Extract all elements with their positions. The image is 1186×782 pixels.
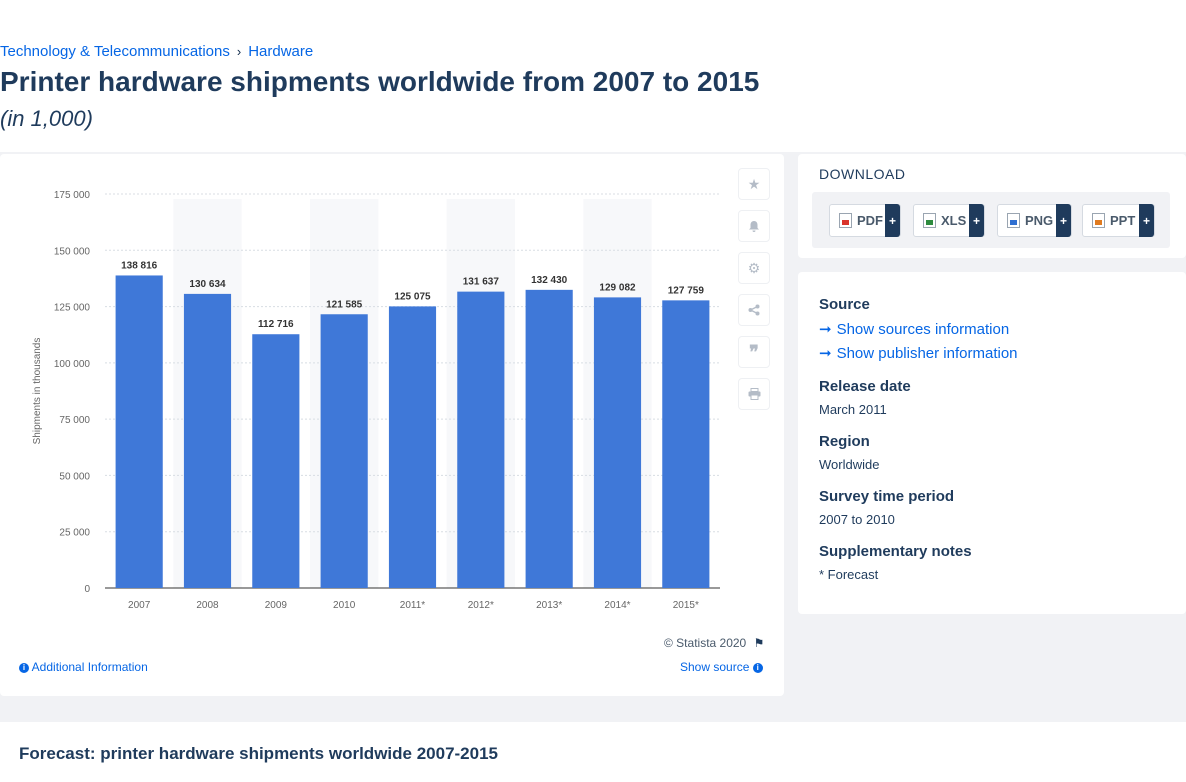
show-sources-label: Show sources information <box>836 321 1010 338</box>
bell-icon[interactable] <box>738 210 770 242</box>
release-date-value: March 2011 <box>819 402 887 417</box>
description-card: Forecast: printer hardware shipments wor… <box>0 722 1186 782</box>
breadcrumb: Technology & Telecommunications › Hardwa… <box>0 43 313 60</box>
data-label: 129 082 <box>599 282 636 293</box>
png-file-icon <box>1007 213 1020 228</box>
data-label: 131 637 <box>463 277 500 288</box>
show-sources-link[interactable]: ➞ Show sources information <box>819 320 1009 338</box>
y-tick-label: 175 000 <box>54 190 91 201</box>
show-publisher-label: Show publisher information <box>836 345 1018 362</box>
copyright-text: © Statista 2020 <box>664 636 747 650</box>
y-tick-label: 0 <box>84 584 90 595</box>
download-xls-button[interactable]: XLS + <box>913 204 985 237</box>
additional-information-label: Additional Information <box>31 660 148 674</box>
x-tick-label: 2012* <box>468 600 494 611</box>
x-tick-label: 2013* <box>536 600 562 611</box>
top-navigation-bar <box>0 0 1186 40</box>
download-png-button[interactable]: PNG + <box>997 204 1072 237</box>
statistic-details-card: Source ➞ Show sources information ➞ Show p… <box>798 272 1186 614</box>
bar[interactable] <box>320 314 368 588</box>
plus-icon: + <box>969 204 984 237</box>
description-title: Forecast: printer hardware shipments wor… <box>19 744 498 763</box>
plus-icon: + <box>885 204 900 237</box>
download-card: DOWNLOAD PDF + XLS + PNG + PPT + <box>798 154 1186 258</box>
arrow-right-icon: ➞ <box>819 345 832 362</box>
region-value: Worldwide <box>819 457 880 472</box>
page-title: Printer hardware shipments worldwide fro… <box>0 66 760 97</box>
bar-chart: 0 25 000 50 000 75 000 100 000 125 000 150 000… <box>32 190 720 611</box>
y-tick-label: 50 000 <box>59 471 90 482</box>
survey-period-heading: Survey time period <box>819 488 955 505</box>
chevron-right-icon: › <box>236 44 242 59</box>
source-heading: Source <box>819 296 870 313</box>
plus-icon: + <box>1056 204 1071 237</box>
supplementary-notes-heading: Supplementary notes <box>819 543 972 560</box>
download-buttons: PDF + XLS + PNG + PPT + <box>812 192 1170 248</box>
data-label: 138 816 <box>121 260 158 271</box>
data-label: 121 585 <box>326 299 363 310</box>
download-pdf-label: PDF <box>857 213 883 228</box>
copyright-note: © Statista 2020 ⚑ <box>664 636 764 650</box>
star-icon[interactable]: ★ <box>738 168 770 200</box>
data-label: 132 430 <box>531 275 568 286</box>
bar[interactable] <box>115 275 163 588</box>
bar[interactable] <box>457 291 505 588</box>
survey-period-value: 2007 to 2010 <box>819 512 895 527</box>
plus-icon: + <box>1139 204 1154 237</box>
y-tick-label: 25 000 <box>59 528 90 539</box>
arrow-right-icon: ➞ <box>819 321 832 338</box>
data-label: 130 634 <box>189 279 226 290</box>
supplementary-notes-value: * Forecast <box>819 567 879 582</box>
xls-file-icon <box>923 213 936 228</box>
data-label: 125 075 <box>394 291 431 302</box>
breadcrumb-link-category[interactable]: Technology & Telecommunications <box>0 43 230 60</box>
chart-toolbar: ★ ⚙ ❞ <box>738 168 772 420</box>
download-ppt-button[interactable]: PPT + <box>1082 204 1155 237</box>
bar[interactable] <box>525 289 573 588</box>
flag-icon[interactable]: ⚑ <box>753 636 765 650</box>
page-subtitle: (in 1,000) <box>0 106 93 131</box>
info-icon: i <box>19 662 29 673</box>
breadcrumb-link-subcategory[interactable]: Hardware <box>248 43 314 60</box>
chart-card: 0 25 000 50 000 75 000 100 000 125 000 150 000… <box>0 154 784 696</box>
gear-icon[interactable]: ⚙ <box>738 252 770 284</box>
download-title: DOWNLOAD <box>819 166 906 182</box>
ppt-file-icon <box>1092 213 1105 228</box>
show-source-label: Show source <box>680 660 750 674</box>
share-icon[interactable] <box>738 294 770 326</box>
bar[interactable] <box>662 300 710 588</box>
bar[interactable] <box>593 297 642 588</box>
x-tick-label: 2010 <box>333 600 356 611</box>
x-tick-label: 2009 <box>265 600 288 611</box>
region-heading: Region <box>819 433 870 450</box>
download-xls-label: XLS <box>941 213 967 228</box>
x-tick-label: 2007 <box>128 600 151 611</box>
y-tick-label: 125 000 <box>54 303 91 314</box>
info-icon: i <box>752 662 763 673</box>
bar[interactable] <box>252 334 300 588</box>
show-source-link[interactable]: Show source i <box>680 660 763 674</box>
data-label: 127 759 <box>668 285 705 296</box>
additional-information-link[interactable]: i Additional Information <box>19 660 148 674</box>
quote-icon[interactable]: ❞ <box>738 336 770 368</box>
data-label: 112 716 <box>258 319 294 330</box>
y-tick-label: 150 000 <box>54 246 91 257</box>
x-tick-label: 2014* <box>604 600 630 611</box>
download-ppt-label: PPT <box>1110 213 1136 228</box>
y-tick-label: 100 000 <box>54 359 91 370</box>
show-publisher-link[interactable]: ➞ Show publisher information <box>819 344 1018 362</box>
bar[interactable] <box>183 293 232 588</box>
download-png-label: PNG <box>1025 213 1054 228</box>
x-tick-label: 2015* <box>673 600 699 611</box>
bar[interactable] <box>388 306 437 588</box>
print-icon[interactable] <box>738 378 770 410</box>
y-tick-label: 75 000 <box>59 415 90 426</box>
pdf-file-icon <box>839 213 852 228</box>
x-tick-label: 2008 <box>196 600 219 611</box>
y-axis-title: Shipments in thousands <box>32 338 43 445</box>
release-date-heading: Release date <box>819 378 911 395</box>
download-pdf-button[interactable]: PDF + <box>829 204 901 237</box>
x-tick-label: 2011* <box>400 600 426 611</box>
page-header: Technology & Telecommunications › Hardwa… <box>0 40 1186 152</box>
